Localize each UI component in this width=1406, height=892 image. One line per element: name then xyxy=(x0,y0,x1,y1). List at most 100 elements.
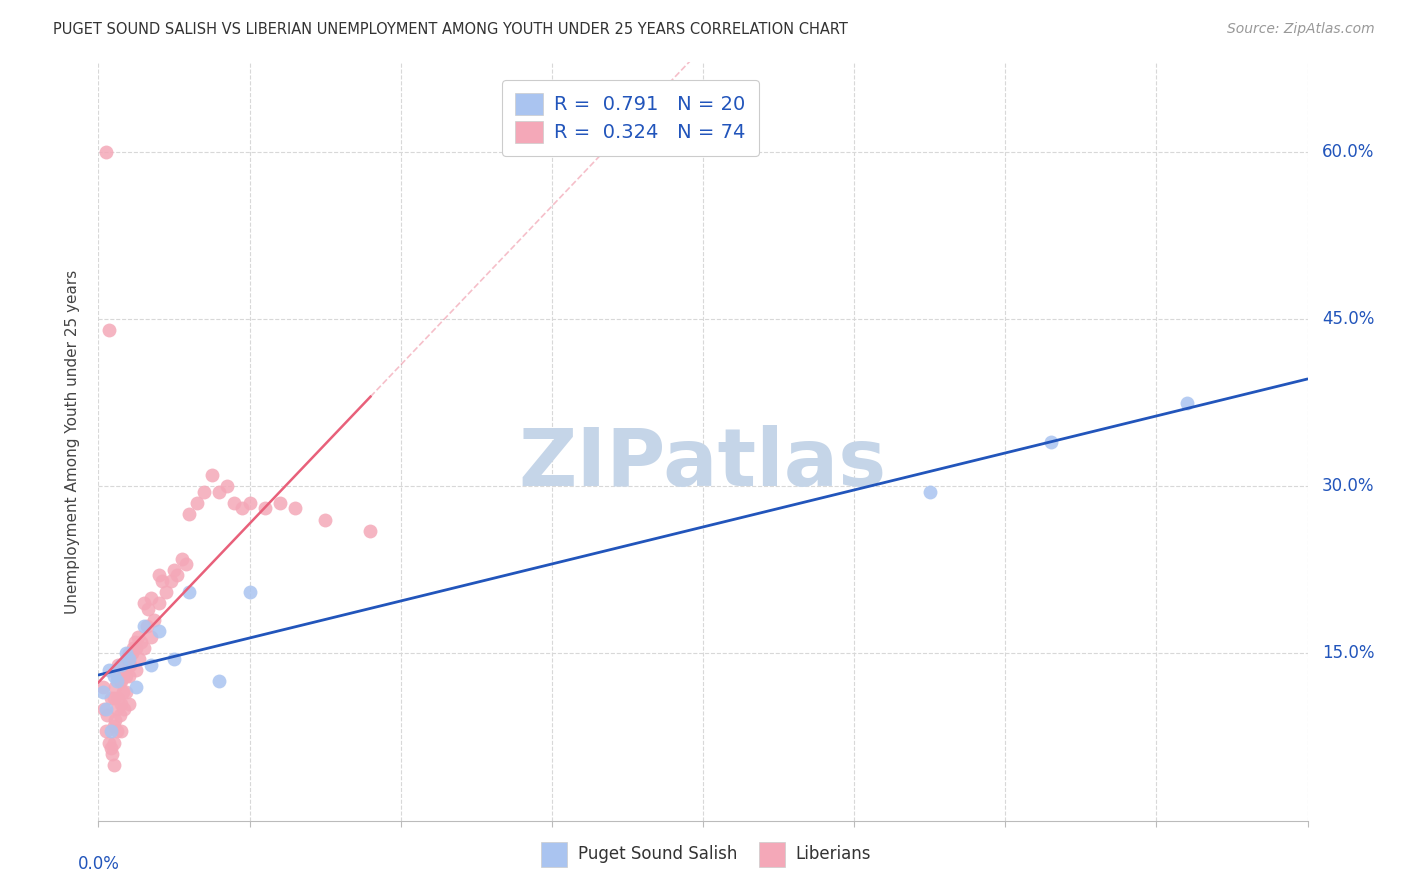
Point xyxy=(284,501,307,516)
Text: 0.0%: 0.0% xyxy=(77,855,120,872)
Point xyxy=(129,635,152,649)
Point xyxy=(141,591,163,605)
FancyBboxPatch shape xyxy=(541,842,567,867)
Point xyxy=(314,512,336,526)
Point xyxy=(110,724,132,739)
Point xyxy=(103,690,125,705)
Point xyxy=(186,496,208,510)
Text: Puget Sound Salish: Puget Sound Salish xyxy=(578,846,737,863)
Text: 60.0%: 60.0% xyxy=(1322,143,1375,161)
Point xyxy=(96,707,118,722)
Point xyxy=(91,680,114,694)
Text: PUGET SOUND SALISH VS LIBERIAN UNEMPLOYMENT AMONG YOUTH UNDER 25 YEARS CORRELATI: PUGET SOUND SALISH VS LIBERIAN UNEMPLOYM… xyxy=(53,22,848,37)
Point xyxy=(179,507,201,521)
Point xyxy=(110,657,132,672)
Point xyxy=(239,585,262,599)
Point xyxy=(103,735,125,749)
Point xyxy=(125,680,148,694)
Point xyxy=(1039,434,1062,449)
Point xyxy=(105,724,128,739)
Point xyxy=(105,702,128,716)
Point xyxy=(100,724,122,739)
Point xyxy=(100,690,122,705)
Point xyxy=(160,574,183,588)
Point xyxy=(104,714,127,728)
Point xyxy=(136,602,159,616)
Point xyxy=(163,563,186,577)
Legend: R =  0.791   N = 20, R =  0.324   N = 74: R = 0.791 N = 20, R = 0.324 N = 74 xyxy=(502,79,759,156)
Point xyxy=(114,646,136,660)
Point xyxy=(110,697,132,711)
Point xyxy=(239,496,262,510)
Point xyxy=(100,741,122,756)
Point xyxy=(141,657,163,672)
Point xyxy=(115,652,138,666)
Point xyxy=(193,484,215,499)
Point xyxy=(132,640,155,655)
Point xyxy=(125,663,148,677)
Point xyxy=(105,674,128,689)
Point xyxy=(170,551,193,566)
Point xyxy=(105,669,128,683)
Point xyxy=(148,624,170,639)
Point xyxy=(124,635,146,649)
Point xyxy=(111,685,134,699)
Point xyxy=(121,646,143,660)
Point xyxy=(118,646,141,660)
Point xyxy=(128,652,150,666)
Point xyxy=(112,702,135,716)
Point xyxy=(215,479,238,493)
Point xyxy=(148,596,170,610)
Point xyxy=(120,657,142,672)
Point xyxy=(179,585,201,599)
Point xyxy=(125,640,148,655)
Point xyxy=(98,663,121,677)
Point xyxy=(918,484,941,499)
FancyBboxPatch shape xyxy=(759,842,785,867)
Point xyxy=(98,323,121,337)
Text: 45.0%: 45.0% xyxy=(1322,310,1375,328)
Point xyxy=(101,747,124,761)
Point xyxy=(127,630,149,644)
Y-axis label: Unemployment Among Youth under 25 years: Unemployment Among Youth under 25 years xyxy=(65,269,80,614)
Point xyxy=(107,657,129,672)
Point xyxy=(166,568,188,582)
Text: Source: ZipAtlas.com: Source: ZipAtlas.com xyxy=(1227,22,1375,37)
Point xyxy=(110,674,132,689)
Point xyxy=(360,524,382,538)
Point xyxy=(93,702,115,716)
Point xyxy=(132,596,155,610)
Point xyxy=(141,630,163,644)
Text: ZIPatlas: ZIPatlas xyxy=(519,425,887,503)
Point xyxy=(231,501,253,516)
Point xyxy=(269,496,291,510)
Text: 15.0%: 15.0% xyxy=(1322,644,1375,663)
Point xyxy=(208,674,231,689)
Point xyxy=(103,719,125,733)
Point xyxy=(114,685,136,699)
Point xyxy=(103,758,125,772)
Point xyxy=(104,680,127,694)
Point xyxy=(174,557,197,572)
Point xyxy=(163,652,186,666)
Point xyxy=(114,669,136,683)
Point xyxy=(118,697,141,711)
Point xyxy=(103,669,125,683)
Point xyxy=(155,585,177,599)
Point xyxy=(143,613,166,627)
Point xyxy=(224,496,246,510)
Point xyxy=(94,145,117,159)
Point xyxy=(108,707,131,722)
Point xyxy=(98,735,121,749)
Point xyxy=(111,669,134,683)
Point xyxy=(108,674,131,689)
Point xyxy=(1175,395,1198,409)
Point xyxy=(150,574,173,588)
Point xyxy=(118,669,141,683)
Point xyxy=(118,652,141,666)
Point xyxy=(91,685,114,699)
Point xyxy=(208,484,231,499)
Point xyxy=(122,640,145,655)
Point xyxy=(94,702,117,716)
Point xyxy=(201,468,224,483)
